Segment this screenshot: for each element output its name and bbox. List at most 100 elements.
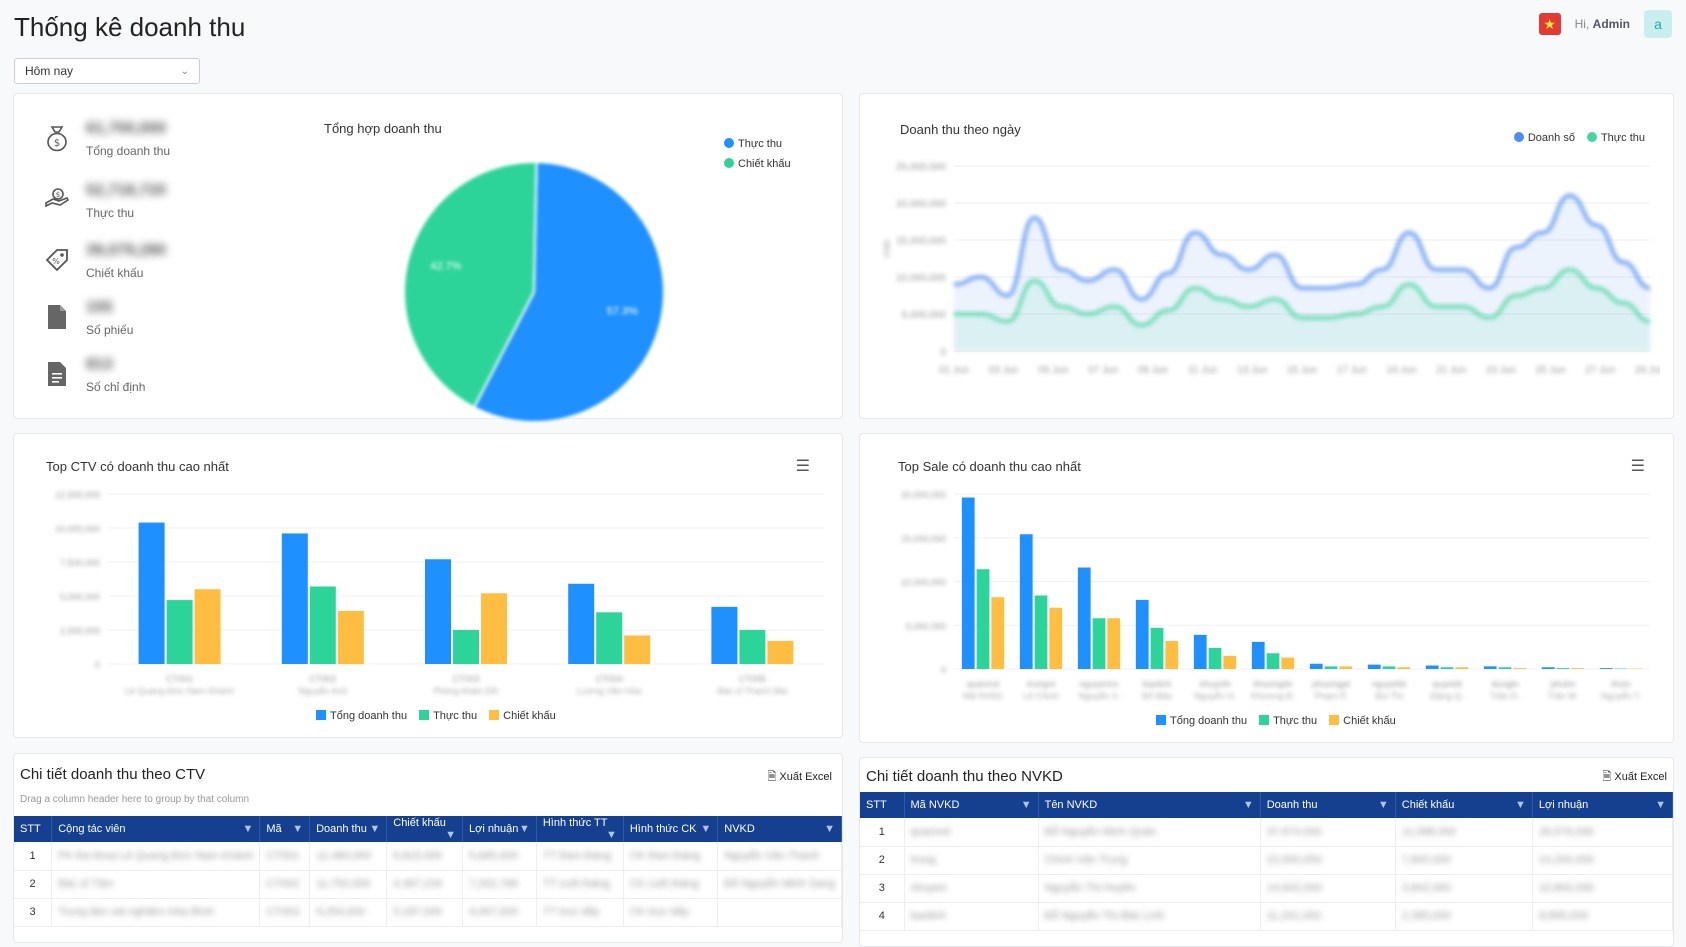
bar[interactable] bbox=[338, 611, 364, 664]
column-header[interactable]: Chiết khấu▼ bbox=[1395, 792, 1532, 818]
hamburger-menu-icon[interactable]: ☰ bbox=[1631, 456, 1645, 476]
legend-item-actual[interactable]: Thực thu bbox=[724, 138, 782, 150]
column-header[interactable]: Lợi nhuận▼ bbox=[1532, 792, 1672, 818]
bar[interactable] bbox=[1078, 568, 1091, 670]
column-header[interactable]: Chiết khấu▼ bbox=[387, 816, 463, 842]
filter-icon[interactable]: ▼ bbox=[1243, 799, 1254, 811]
bar[interactable] bbox=[1499, 667, 1512, 669]
legend-item-total[interactable]: Tổng doanh thu bbox=[316, 710, 407, 722]
bar[interactable] bbox=[624, 635, 650, 664]
column-header[interactable]: Hình thức TT▼ bbox=[536, 816, 623, 842]
bar[interactable] bbox=[1339, 666, 1352, 669]
bar[interactable] bbox=[739, 630, 765, 664]
bar[interactable] bbox=[282, 533, 308, 664]
bar[interactable] bbox=[1252, 642, 1265, 669]
column-header[interactable]: Doanh thu▼ bbox=[310, 816, 387, 842]
filter-icon[interactable]: ▼ bbox=[606, 829, 617, 841]
bar[interactable] bbox=[1368, 665, 1381, 669]
column-header[interactable]: Cộng tác viên▼ bbox=[52, 816, 260, 842]
bar[interactable] bbox=[1557, 668, 1570, 669]
bar[interactable] bbox=[1020, 534, 1033, 669]
bar[interactable] bbox=[310, 586, 336, 664]
filter-icon[interactable]: ▼ bbox=[369, 823, 380, 835]
column-header[interactable]: Lợi nhuận▼ bbox=[462, 816, 536, 842]
bar[interactable] bbox=[1600, 668, 1613, 669]
filter-icon[interactable]: ▼ bbox=[824, 823, 835, 835]
filter-icon[interactable]: ▼ bbox=[242, 823, 253, 835]
bar[interactable] bbox=[1571, 668, 1584, 669]
bar[interactable] bbox=[1426, 666, 1439, 670]
bar[interactable] bbox=[1542, 667, 1555, 669]
bar[interactable] bbox=[1441, 667, 1454, 669]
bar[interactable] bbox=[481, 593, 507, 664]
bar[interactable] bbox=[767, 641, 793, 664]
avatar[interactable]: a bbox=[1644, 10, 1672, 38]
bar[interactable] bbox=[139, 523, 165, 664]
bar[interactable] bbox=[962, 498, 975, 670]
filter-icon[interactable]: ▼ bbox=[1515, 799, 1526, 811]
column-header[interactable]: Tên NVKD▼ bbox=[1038, 792, 1260, 818]
bar[interactable] bbox=[711, 607, 737, 664]
bar[interactable] bbox=[195, 589, 221, 664]
column-header[interactable]: STT bbox=[14, 816, 52, 842]
bar[interactable] bbox=[1049, 608, 1062, 669]
bar[interactable] bbox=[977, 569, 990, 669]
bar[interactable] bbox=[1383, 666, 1396, 669]
column-header[interactable]: NVKD▼ bbox=[718, 816, 842, 842]
period-select[interactable]: Hôm nay ⌄ bbox=[14, 58, 200, 84]
legend-item-discount[interactable]: Chiết khấu bbox=[1329, 715, 1396, 727]
bar[interactable] bbox=[453, 630, 479, 664]
filter-icon[interactable]: ▼ bbox=[1378, 799, 1389, 811]
bar[interactable] bbox=[1310, 664, 1323, 669]
legend-item-discount[interactable]: Chiết khấu bbox=[724, 158, 791, 170]
bar[interactable] bbox=[596, 612, 622, 664]
bar[interactable] bbox=[1194, 635, 1207, 669]
bar[interactable] bbox=[1165, 641, 1178, 669]
vietnam-flag-icon[interactable]: ★ bbox=[1539, 13, 1561, 35]
bar[interactable] bbox=[1107, 618, 1120, 669]
bar[interactable] bbox=[1484, 666, 1497, 669]
bar[interactable] bbox=[1455, 667, 1468, 669]
legend-item-sales[interactable]: Doanh số bbox=[1514, 132, 1575, 144]
bar[interactable] bbox=[167, 600, 193, 664]
column-header[interactable]: STT bbox=[860, 792, 904, 818]
filter-icon[interactable]: ▼ bbox=[1021, 799, 1032, 811]
bar[interactable] bbox=[1223, 656, 1236, 669]
bar[interactable] bbox=[1267, 653, 1280, 669]
bar[interactable] bbox=[1035, 596, 1048, 670]
column-header[interactable]: Hình thức CK▼ bbox=[623, 816, 717, 842]
legend-item-actual[interactable]: Thực thu bbox=[1259, 715, 1317, 727]
legend-item-total[interactable]: Tổng doanh thu bbox=[1156, 715, 1247, 727]
bar[interactable] bbox=[991, 597, 1004, 669]
legend-item-discount[interactable]: Chiết khấu bbox=[489, 710, 556, 722]
bar[interactable] bbox=[425, 559, 451, 664]
filter-icon[interactable]: ▼ bbox=[1655, 799, 1666, 811]
column-header[interactable]: Doanh thu▼ bbox=[1260, 792, 1395, 818]
export-excel-button[interactable]: 🗎 Xuất Excel bbox=[767, 768, 832, 787]
export-excel-button[interactable]: 🗎 Xuất Excel bbox=[1602, 768, 1667, 787]
bar[interactable] bbox=[1397, 667, 1410, 669]
bar[interactable] bbox=[1513, 668, 1526, 669]
filter-icon[interactable]: ▼ bbox=[519, 823, 530, 835]
legend-item-actual[interactable]: Thực thu bbox=[419, 710, 477, 722]
bar[interactable] bbox=[1136, 600, 1149, 669]
filter-icon[interactable]: ▼ bbox=[700, 823, 711, 835]
bar[interactable] bbox=[1209, 648, 1222, 669]
hamburger-menu-icon[interactable]: ☰ bbox=[796, 456, 810, 476]
bar[interactable] bbox=[1325, 666, 1338, 669]
filter-icon[interactable]: ▼ bbox=[292, 823, 303, 835]
bar[interactable] bbox=[568, 584, 594, 664]
bar[interactable] bbox=[1151, 628, 1164, 669]
filter-icon[interactable]: ▼ bbox=[445, 829, 456, 841]
column-header[interactable]: Mã NVKD▼ bbox=[904, 792, 1038, 818]
bar[interactable] bbox=[1093, 618, 1106, 669]
column-header[interactable]: Mã▼ bbox=[260, 816, 310, 842]
legend-item-actual[interactable]: Thực thu bbox=[1587, 132, 1645, 144]
